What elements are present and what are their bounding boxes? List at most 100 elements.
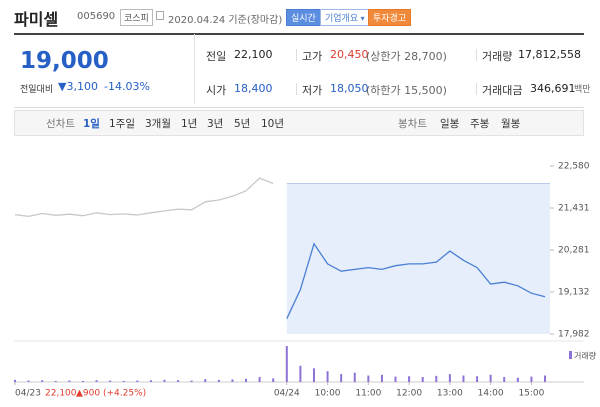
x-tick-label: 14:00 (478, 389, 504, 399)
footer-change: ▲900 (76, 389, 100, 399)
volume-bar (245, 378, 248, 382)
change-label: 전일대비 (20, 85, 54, 95)
tab[interactable]: 일봉 (440, 118, 460, 130)
volume-bar (41, 380, 44, 382)
volume-bar (353, 372, 356, 382)
volume-bar (530, 376, 533, 382)
volume-bar (272, 378, 275, 382)
volume-bar (231, 379, 234, 382)
volume-bar (14, 379, 16, 382)
quote-value: 18,050 (330, 82, 369, 95)
volume-bar (190, 380, 193, 382)
quote-label: 저가 (302, 84, 323, 97)
volume-bar (435, 375, 438, 382)
volume-bar (408, 376, 411, 382)
tab[interactable]: 3년 (207, 118, 224, 130)
quote-note: (하한가 15,500) (366, 84, 447, 97)
tab-label: 봉차트 (398, 118, 427, 130)
tab[interactable]: 월봉 (501, 118, 521, 130)
x-tick-label: 10:00 (315, 389, 341, 399)
quote-note: (상한가 28,700) (366, 50, 447, 63)
price-line (14, 177, 274, 218)
volume-bar (109, 380, 112, 382)
change: ▼3,100 (58, 80, 98, 93)
tab[interactable]: 10년 (261, 118, 285, 130)
quote-label: 고가 (302, 50, 323, 63)
volume-bar (394, 376, 397, 382)
tab[interactable]: 1일 (83, 118, 100, 130)
market-badge: 코스피 (120, 9, 153, 26)
stock-code: 005690 (77, 11, 116, 22)
quote-label: 거래대금 (482, 84, 523, 97)
volume-bar (448, 374, 451, 382)
volume-bar (149, 380, 152, 382)
footer-close: 22,100 (45, 389, 77, 399)
calendar-icon (156, 11, 164, 20)
warning-button[interactable]: 투자경고 (368, 9, 412, 26)
tab-label: 선차트 (46, 118, 75, 130)
quote-note: 백만 (574, 85, 591, 95)
x-tick-label: 12:00 (396, 389, 422, 399)
quote-label: 전일 (206, 50, 227, 63)
tab-bar (14, 110, 584, 136)
volume-bar (95, 380, 98, 382)
current-price: 19,000 (20, 48, 109, 74)
tab[interactable]: 1주일 (109, 118, 136, 130)
volume-bar (81, 380, 84, 382)
realtime-button[interactable]: 실시간 (286, 9, 321, 26)
x-tick-label: 15:00 (518, 389, 544, 399)
volume-bar (312, 368, 315, 382)
volume-bar (177, 380, 180, 382)
quote-value: 17,812,558 (518, 48, 581, 61)
quote-box (14, 33, 584, 108)
divider (296, 83, 297, 95)
volume-bar (258, 376, 261, 382)
volume-bar (217, 379, 220, 382)
y-tick-label: 21,431 (558, 203, 590, 213)
volume-bar (380, 374, 383, 382)
quote-value: 346,691 (530, 82, 576, 95)
volume-bar (503, 376, 506, 382)
x-tick-label: 04/24 (274, 389, 300, 399)
volume-bar (462, 375, 465, 382)
tab[interactable]: 3개월 (145, 118, 172, 130)
volume-bar (367, 375, 370, 382)
tab[interactable]: 주봉 (470, 118, 490, 130)
volume-bar (285, 346, 288, 382)
volume-bar (163, 379, 166, 382)
tab[interactable]: 5년 (234, 118, 251, 130)
divider (476, 83, 477, 95)
y-tick-label: 17,982 (558, 330, 590, 340)
quote-value: 20,450 (330, 48, 369, 61)
quote-label: 시가 (206, 84, 227, 97)
session-area (286, 183, 550, 334)
x-tick-label: 13:00 (437, 389, 463, 399)
divider (194, 34, 195, 104)
volume-bar (122, 380, 125, 382)
volume-bar (326, 371, 329, 382)
y-tick-label: 20,281 (558, 246, 590, 256)
quote-label: 거래량 (482, 50, 513, 63)
x-tick-label: 04/23 (15, 389, 41, 399)
stock-name: 파미셀 (14, 10, 59, 29)
legend-label: 거래량 (574, 351, 597, 361)
divider (296, 49, 297, 61)
tab[interactable]: 1년 (181, 118, 198, 130)
volume-bar (340, 374, 343, 382)
volume-bar (476, 376, 479, 382)
quote-value: 22,100 (234, 48, 273, 61)
volume-bar (136, 380, 139, 382)
volume-bar (544, 375, 546, 382)
volume-bar (68, 380, 71, 382)
rate: -14.03% (104, 80, 150, 93)
volume-bar (204, 379, 207, 382)
x-tick-label: 11:00 (355, 389, 381, 399)
volume-bar (54, 380, 57, 382)
y-tick-label: 22,580 (558, 162, 590, 172)
price-line (286, 242, 546, 319)
volume-bar (27, 380, 30, 382)
y-tick-label: 19,132 (558, 287, 590, 297)
legend-swatch (569, 351, 572, 359)
